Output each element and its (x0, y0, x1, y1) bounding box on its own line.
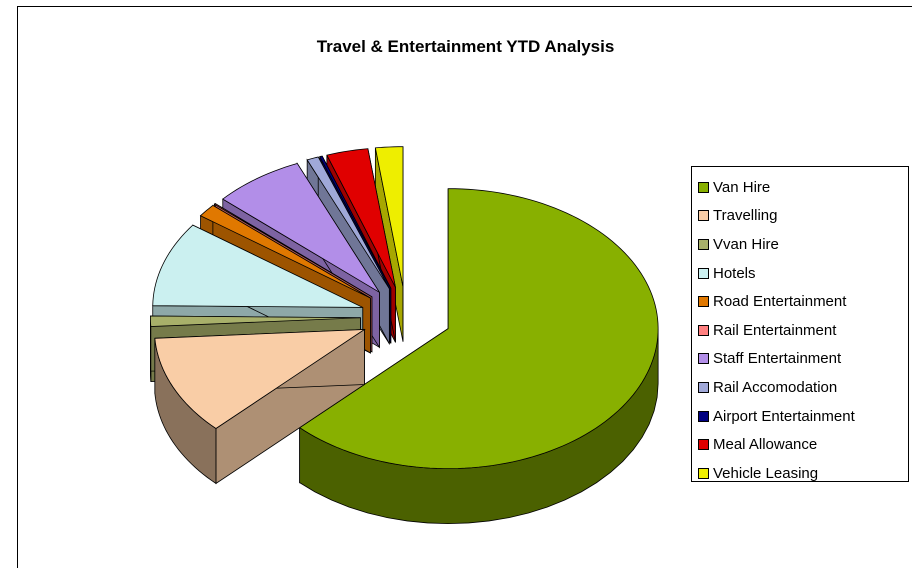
pie-chart (150, 146, 659, 525)
chart-legend: Van Hire Travelling Vvan Hire Hotels Road En… (691, 166, 909, 482)
legend-label: Van Hire (713, 178, 771, 196)
legend-swatch (698, 353, 709, 365)
legend-swatch (698, 381, 709, 393)
legend-item: Airport Entertainment (698, 402, 908, 431)
legend-swatch (698, 267, 709, 279)
chart-area: Travel & Entertainment YTD Analysis Van … (17, 6, 912, 568)
legend-item: Road Entertainment (698, 287, 908, 316)
legend-swatch (698, 238, 709, 250)
legend-label: Road Entertainment (713, 293, 847, 311)
legend-swatch (698, 210, 709, 222)
legend-swatch (698, 181, 709, 193)
legend-swatch (698, 439, 709, 451)
legend-item: Staff Entertainment (698, 345, 908, 374)
legend-swatch (698, 467, 709, 479)
legend-item: Rail Entertainment (698, 316, 908, 345)
chart-title: Travel & Entertainment YTD Analysis (316, 37, 615, 56)
legend-label: Hotels (713, 264, 756, 282)
legend-swatch (698, 324, 709, 336)
legend-item: Vvan Hire (698, 230, 908, 259)
legend-label: Vvan Hire (713, 235, 779, 253)
legend-label: Airport Entertainment (713, 407, 855, 425)
legend-label: Rail Accomodation (713, 378, 838, 396)
legend-label: Travelling (713, 207, 778, 225)
legend-item: Meal Allowance (698, 430, 908, 459)
pie-slice-travelling (154, 328, 366, 485)
legend-label: Rail Entertainment (713, 321, 837, 339)
legend-label: Meal Allowance (713, 436, 818, 454)
legend-label: Staff Entertainment (713, 350, 842, 368)
legend-swatch (698, 410, 709, 422)
legend-item: Travelling (698, 202, 908, 231)
legend-item: Vehicle Leasing (698, 459, 908, 488)
legend-item: Van Hire (698, 173, 908, 202)
legend-label: Vehicle Leasing (713, 464, 819, 482)
pie-slice-van-hire (298, 188, 659, 525)
legend-item: Hotels (698, 259, 908, 288)
legend-swatch (698, 296, 709, 308)
legend-item: Rail Accomodation (698, 373, 908, 402)
